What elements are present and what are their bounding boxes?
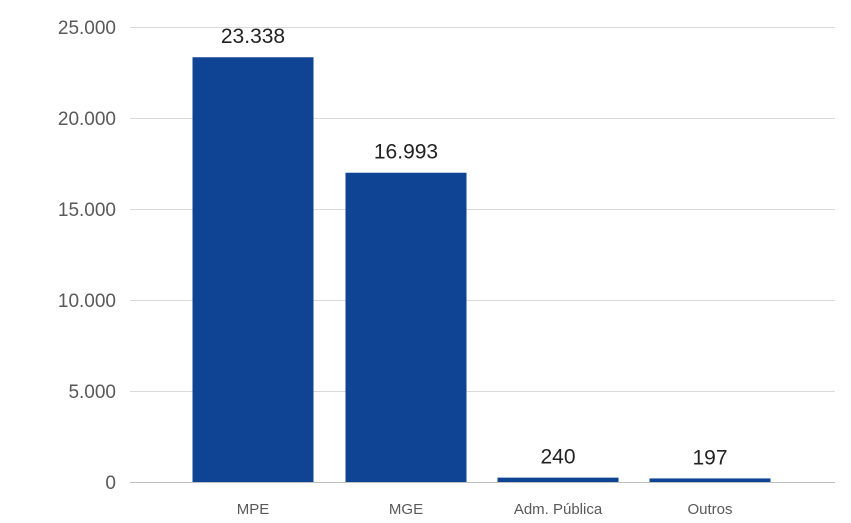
- bar: [649, 478, 771, 482]
- y-tick-label: 5.000: [68, 382, 116, 403]
- value-labels: 23.338 16.993 240 197: [221, 25, 728, 469]
- y-tick-label: 0: [105, 473, 116, 494]
- bar: [345, 172, 467, 482]
- y-tick-label: 20.000: [58, 109, 116, 130]
- bars: [192, 57, 771, 482]
- data-label: 23.338: [221, 25, 285, 48]
- y-axis-ticks: 0 5.000 10.000 15.000 20.000 25.000: [58, 18, 116, 494]
- x-tick-label: Outros: [687, 501, 732, 518]
- y-tick-label: 25.000: [58, 18, 116, 39]
- bar: [192, 57, 314, 482]
- x-tick-label: MPE: [237, 501, 270, 518]
- x-tick-label: MGE: [389, 501, 423, 518]
- y-tick-label: 15.000: [58, 200, 116, 221]
- data-label: 240: [540, 446, 575, 469]
- x-tick-label: Adm. Pública: [514, 501, 603, 518]
- bar: [497, 477, 619, 482]
- y-tick-label: 10.000: [58, 291, 116, 312]
- data-label: 16.993: [374, 141, 438, 164]
- data-label: 197: [692, 446, 727, 469]
- x-axis-ticks: MPE MGE Adm. Pública Outros: [237, 501, 733, 518]
